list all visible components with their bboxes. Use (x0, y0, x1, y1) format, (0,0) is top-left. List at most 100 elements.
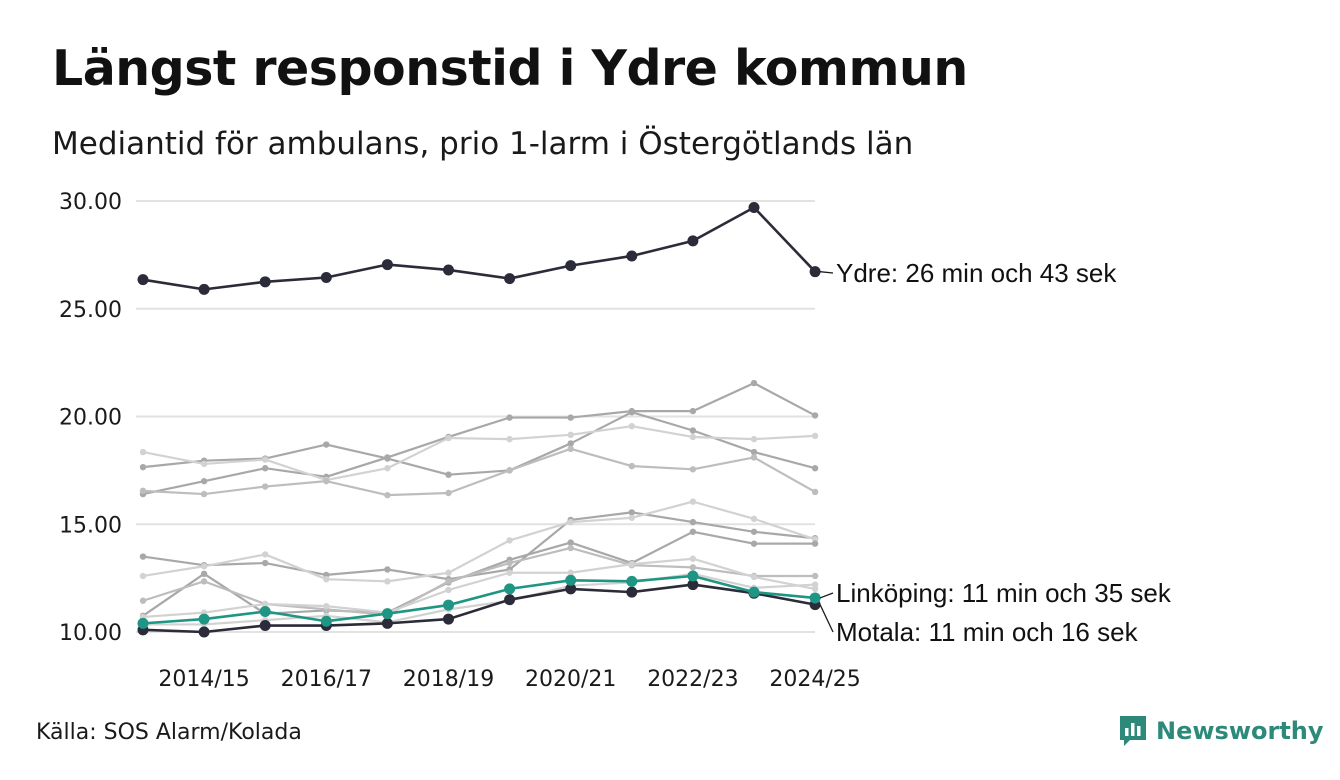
data-point (567, 445, 574, 453)
data-point (384, 578, 391, 585)
data-point (504, 273, 516, 285)
data-point (445, 586, 452, 594)
data-point (259, 276, 271, 288)
chart-title: Längst responstid i Ydre kommun (52, 40, 968, 97)
gridlines (136, 200, 815, 633)
x-axis-ticks: 2014/15 2016/17 2018/19 2020/21 2022/23 2024/… (158, 667, 860, 692)
x-tick-label: 2024/25 (769, 667, 860, 692)
data-point (565, 260, 577, 272)
data-point (384, 566, 391, 573)
data-point (628, 462, 635, 470)
series-line (142, 425, 816, 482)
x-tick-label: 2014/15 (158, 667, 249, 692)
series-line (142, 411, 816, 476)
data-point (567, 414, 574, 421)
data-point (137, 274, 149, 286)
data-point (198, 613, 210, 625)
data-point (628, 514, 635, 521)
data-point (262, 559, 269, 567)
data-point (139, 463, 147, 471)
x-tick-label: 2018/19 (403, 667, 494, 692)
data-point (750, 573, 758, 581)
label-leader-line (819, 604, 834, 633)
series-line (142, 557, 816, 619)
data-point (323, 477, 330, 485)
data-point (567, 440, 574, 447)
data-point (687, 235, 699, 247)
data-point (504, 583, 516, 595)
brand-logo: Newsworthy (1118, 714, 1324, 748)
series-kommun-b (139, 408, 819, 478)
data-point (689, 427, 697, 434)
data-point (748, 586, 760, 598)
series-kommun-f (139, 498, 819, 585)
data-point (320, 615, 332, 627)
data-point (445, 578, 452, 585)
data-point (750, 528, 758, 535)
data-point (506, 537, 513, 544)
data-point (689, 466, 697, 473)
brand-name: Newsworthy (1156, 717, 1324, 745)
series-label-motala: Motala: 11 min och 16 sek (836, 617, 1139, 647)
y-tick-label: 30.00 (59, 190, 122, 215)
y-tick-label: 15.00 (59, 513, 122, 538)
chart-subtitle: Mediantid för ambulans, prio 1-larm i Ös… (52, 126, 914, 162)
data-point (750, 448, 758, 456)
data-point (384, 455, 391, 462)
data-point (567, 569, 574, 576)
data-point (750, 379, 758, 387)
data-point (689, 433, 697, 441)
label-leader-line (820, 271, 834, 274)
data-point (198, 283, 210, 295)
series-line (142, 447, 816, 497)
data-point (259, 606, 271, 618)
series-line (142, 206, 817, 291)
series-line (142, 583, 816, 634)
data-point (628, 560, 635, 568)
data-point (750, 435, 758, 443)
data-point (506, 569, 513, 576)
newsworthy-logo-icon (1120, 716, 1146, 746)
data-point (689, 407, 697, 415)
y-tick-label: 10.00 (59, 621, 122, 646)
data-point (384, 465, 391, 472)
data-point (689, 498, 697, 505)
data-point (628, 509, 635, 516)
data-point (139, 572, 147, 580)
data-point (504, 594, 516, 606)
data-point (137, 617, 149, 629)
data-point (139, 448, 147, 456)
data-point (750, 454, 758, 461)
data-point (689, 564, 697, 571)
data-point (809, 266, 821, 278)
data-point (689, 518, 697, 526)
data-point (139, 487, 147, 495)
source-note: Källa: SOS Alarm/Kolada (36, 720, 302, 745)
data-point (628, 408, 635, 416)
label-leader-line (819, 592, 834, 599)
data-point (200, 477, 208, 485)
data-point (626, 250, 638, 262)
data-point (200, 490, 208, 498)
x-tick-label: 2016/17 (281, 667, 372, 692)
data-point (689, 528, 697, 535)
series-line (142, 511, 816, 581)
data-point (381, 608, 393, 620)
series-linkoping (137, 570, 821, 629)
x-tick-label: 2022/23 (647, 667, 738, 692)
data-point (750, 540, 758, 547)
data-point (506, 435, 513, 443)
data-point (687, 570, 699, 582)
data-point (506, 414, 513, 421)
series-labels: Ydre: 26 min och 43 sek Linköping: 11 min… (819, 258, 1172, 647)
data-point (381, 617, 393, 629)
data-point (811, 488, 819, 496)
data-point (381, 259, 393, 271)
data-point (139, 553, 147, 560)
data-point (200, 578, 208, 585)
data-point (443, 264, 454, 276)
data-point (262, 465, 269, 472)
series-line (142, 574, 816, 625)
y-tick-label: 25.00 (59, 298, 122, 323)
data-point (565, 583, 577, 595)
